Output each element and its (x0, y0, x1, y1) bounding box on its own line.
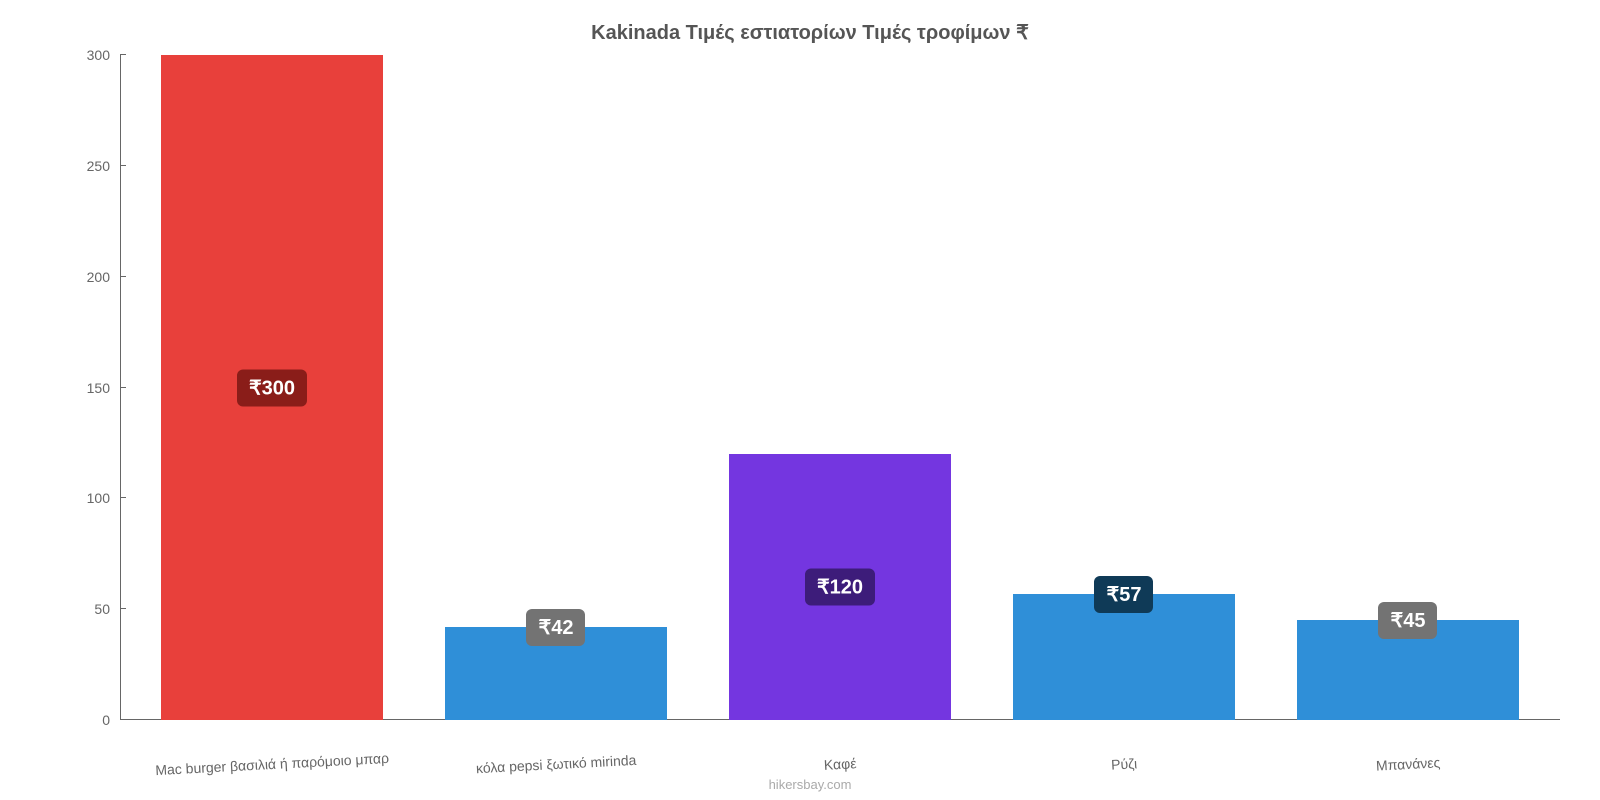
bar-slot: ₹120 (698, 55, 982, 720)
x-axis-label: κόλα pepsi ξωτικό mirinda (414, 743, 699, 780)
bars-group: ₹300 ₹42 ₹120 ₹57 ₹45 (120, 55, 1560, 720)
x-axis-label: Ρύζι (982, 743, 1267, 780)
value-badge: ₹120 (805, 569, 875, 606)
chart-container: Kakinada Τιμές εστιατορίων Τιμές τροφίμω… (60, 20, 1560, 750)
y-tick-label: 150 (87, 380, 110, 396)
y-tick-label: 50 (94, 601, 110, 617)
x-axis-label: Μπανάνες (1266, 743, 1551, 780)
x-axis-label: Καφέ (698, 743, 983, 780)
bar-slot: ₹300 (130, 55, 414, 720)
value-badge: ₹42 (526, 609, 585, 646)
value-badge: ₹300 (237, 369, 307, 406)
bar-slot: ₹45 (1266, 55, 1550, 720)
y-axis: 050100150200250300 (70, 55, 120, 720)
y-tick-label: 200 (87, 269, 110, 285)
value-badge: ₹45 (1378, 602, 1437, 639)
y-tick-label: 0 (102, 712, 110, 728)
bar: ₹120 (729, 454, 951, 720)
y-tick-label: 300 (87, 47, 110, 63)
chart-title: Kakinada Τιμές εστιατορίων Τιμές τροφίμω… (60, 20, 1560, 45)
bar: ₹42 (445, 627, 667, 720)
bar: ₹45 (1297, 620, 1519, 720)
x-axis-label: Mac burger βασιλιά ή παρόμοιο μπαρ (130, 743, 415, 780)
bar-slot: ₹42 (414, 55, 698, 720)
bar: ₹57 (1013, 594, 1235, 720)
plot-area: 050100150200250300 ₹300₹42₹120₹57₹45 (120, 55, 1560, 720)
bar: ₹300 (161, 55, 383, 720)
y-tick-label: 250 (87, 158, 110, 174)
x-axis-labels: Mac burger βασιλιά ή παρόμοιο μπαρκόλα p… (120, 750, 1560, 772)
bar-slot: ₹57 (982, 55, 1266, 720)
value-badge: ₹57 (1094, 576, 1153, 613)
credit-text: hikersbay.com (60, 777, 1560, 792)
y-tick-label: 100 (87, 490, 110, 506)
